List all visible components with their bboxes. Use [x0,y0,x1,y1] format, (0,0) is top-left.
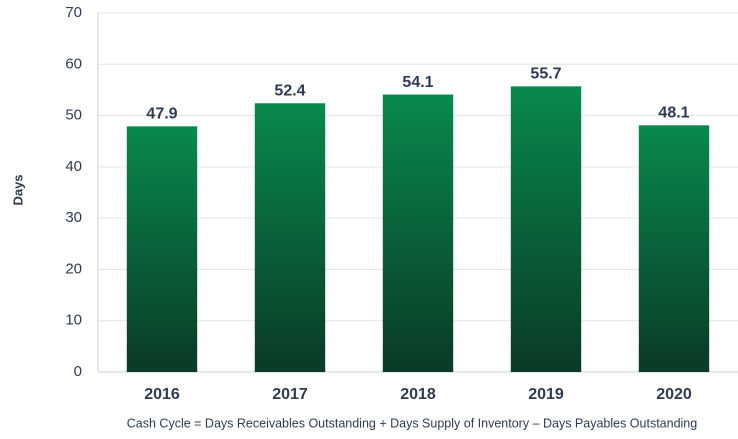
x-tick-label: 2017 [272,386,308,403]
y-tick-label: 70 [65,4,82,21]
y-tick-label: 10 [65,312,82,329]
y-tick-label: 60 [65,55,82,72]
value-label: 47.9 [146,106,177,123]
y-tick-label: 0 [74,363,82,380]
x-tick-label: 2018 [400,386,436,403]
bar [638,125,710,373]
y-axis-title: Days [10,174,25,205]
y-tick-label: 50 [65,107,82,124]
bar [126,126,198,372]
footnote: Cash Cycle = Days Receivables Outstandin… [127,416,697,430]
x-tick-label: 2020 [656,386,692,403]
value-label: 54.1 [402,74,433,91]
x-tick-label: 2016 [144,386,180,403]
y-tick-label: 20 [65,260,82,277]
bar [510,86,582,373]
y-tick-label: 30 [65,209,82,226]
bar [254,103,326,373]
value-label: 55.7 [530,66,561,83]
x-tick-label: 2019 [528,386,564,403]
value-label: 52.4 [274,82,305,99]
bar [382,94,454,373]
y-tick-label: 40 [65,158,82,175]
value-label: 48.1 [658,105,689,122]
